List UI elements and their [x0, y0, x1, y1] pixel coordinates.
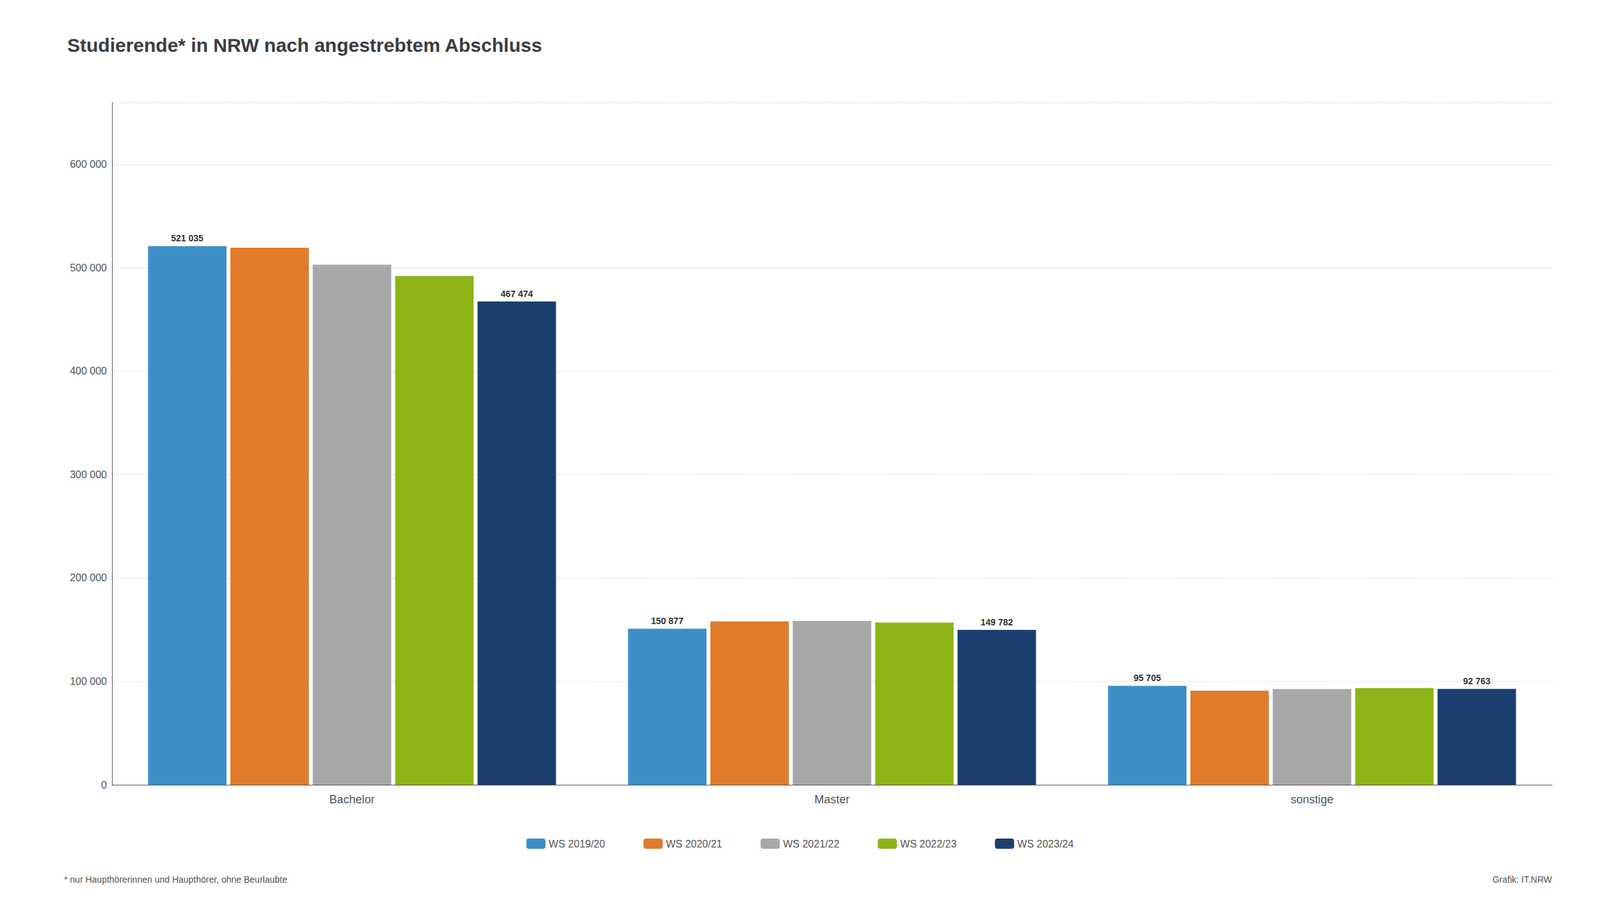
svg-text:WS 2021/22: WS 2021/22 — [782, 838, 840, 850]
svg-text:WS 2019/20: WS 2019/20 — [548, 838, 605, 850]
svg-text:400 000: 400 000 — [69, 365, 107, 377]
svg-text:WS 2020/21: WS 2020/21 — [665, 838, 722, 850]
svg-text:600 000: 600 000 — [69, 158, 107, 170]
svg-text:150 877: 150 877 — [650, 615, 684, 626]
svg-text:WS 2023/24: WS 2023/24 — [1017, 838, 1074, 850]
svg-text:500 000: 500 000 — [69, 262, 107, 274]
svg-text:92 763: 92 763 — [1463, 675, 1491, 687]
svg-text:95 705: 95 705 — [1133, 672, 1161, 683]
svg-text:Studierende* in NRW nach anges: Studierende* in NRW nach angestrebtem Ab… — [67, 34, 543, 56]
svg-text:Bachelor: Bachelor — [328, 792, 375, 806]
svg-text:300 000: 300 000 — [69, 469, 107, 480]
svg-text:521 035: 521 035 — [170, 232, 204, 244]
svg-text:* nur Haupthörerinnen und Haup: * nur Haupthörerinnen und Haupthörer, oh… — [64, 874, 288, 885]
svg-text:WS 2022/23: WS 2022/23 — [900, 838, 957, 850]
svg-text:sonstige: sonstige — [1290, 792, 1334, 806]
svg-text:467 474: 467 474 — [500, 288, 534, 299]
svg-text:149 782: 149 782 — [980, 616, 1014, 628]
svg-text:0: 0 — [101, 779, 107, 791]
svg-text:200 000: 200 000 — [69, 572, 107, 584]
svg-text:100 000: 100 000 — [69, 675, 107, 687]
svg-text:Master: Master — [814, 792, 850, 806]
svg-text:Grafik: IT.NRW: Grafik: IT.NRW — [1492, 874, 1553, 885]
